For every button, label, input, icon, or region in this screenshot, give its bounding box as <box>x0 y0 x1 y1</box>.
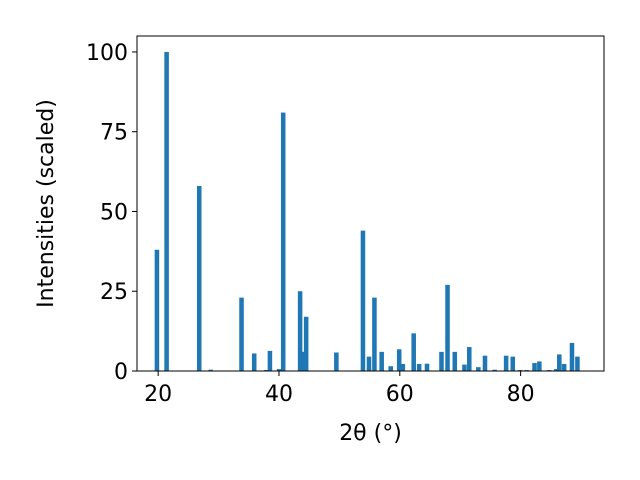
bar <box>492 369 497 371</box>
bar <box>482 355 488 371</box>
bar <box>476 367 481 371</box>
x-tick-label: 20 <box>144 382 172 407</box>
plot-frame <box>136 35 605 372</box>
bar <box>411 333 416 371</box>
y-tick-label: 0 <box>114 360 128 385</box>
bar <box>388 366 393 371</box>
bar <box>416 363 422 371</box>
y-tick-label: 75 <box>100 121 128 146</box>
bar <box>276 369 282 371</box>
bar <box>561 363 567 371</box>
bar <box>300 351 305 371</box>
bar <box>424 363 430 371</box>
bar <box>467 347 472 371</box>
bar <box>557 354 562 371</box>
bar <box>360 230 366 371</box>
bar <box>452 351 458 371</box>
bar <box>503 355 509 371</box>
x-tick-label: 60 <box>386 382 414 407</box>
bar <box>532 363 537 371</box>
bar <box>554 369 559 371</box>
bar <box>334 352 339 371</box>
bar <box>164 51 169 371</box>
bar <box>154 249 160 371</box>
bar <box>208 369 213 371</box>
bar <box>251 353 257 371</box>
x-tick-label: 40 <box>265 382 293 407</box>
bar <box>445 284 450 371</box>
bar <box>400 363 406 371</box>
bar <box>372 297 377 371</box>
x-tick-label: 80 <box>507 382 535 407</box>
axis-ticks: 20 40 60 80 0 25 50 75 100 <box>86 41 535 407</box>
bar <box>366 356 372 371</box>
bar <box>239 297 244 371</box>
bar <box>297 291 303 371</box>
bar <box>396 349 402 371</box>
bar <box>280 112 286 371</box>
y-axis-label: Intensities (scaled) <box>34 99 59 308</box>
bar <box>537 361 542 371</box>
bar <box>196 185 202 371</box>
bar <box>439 351 444 371</box>
bar <box>569 342 575 371</box>
y-tick-label: 25 <box>100 280 128 305</box>
y-tick-label: 100 <box>86 41 128 66</box>
y-tick-label: 50 <box>100 200 128 225</box>
bar <box>575 356 580 371</box>
bar <box>510 356 516 371</box>
bar <box>303 316 309 371</box>
bar-series <box>154 51 580 371</box>
bar <box>267 350 273 371</box>
bar <box>379 351 384 371</box>
x-axis-label: 2θ (°) <box>339 421 402 446</box>
bar <box>462 364 467 371</box>
